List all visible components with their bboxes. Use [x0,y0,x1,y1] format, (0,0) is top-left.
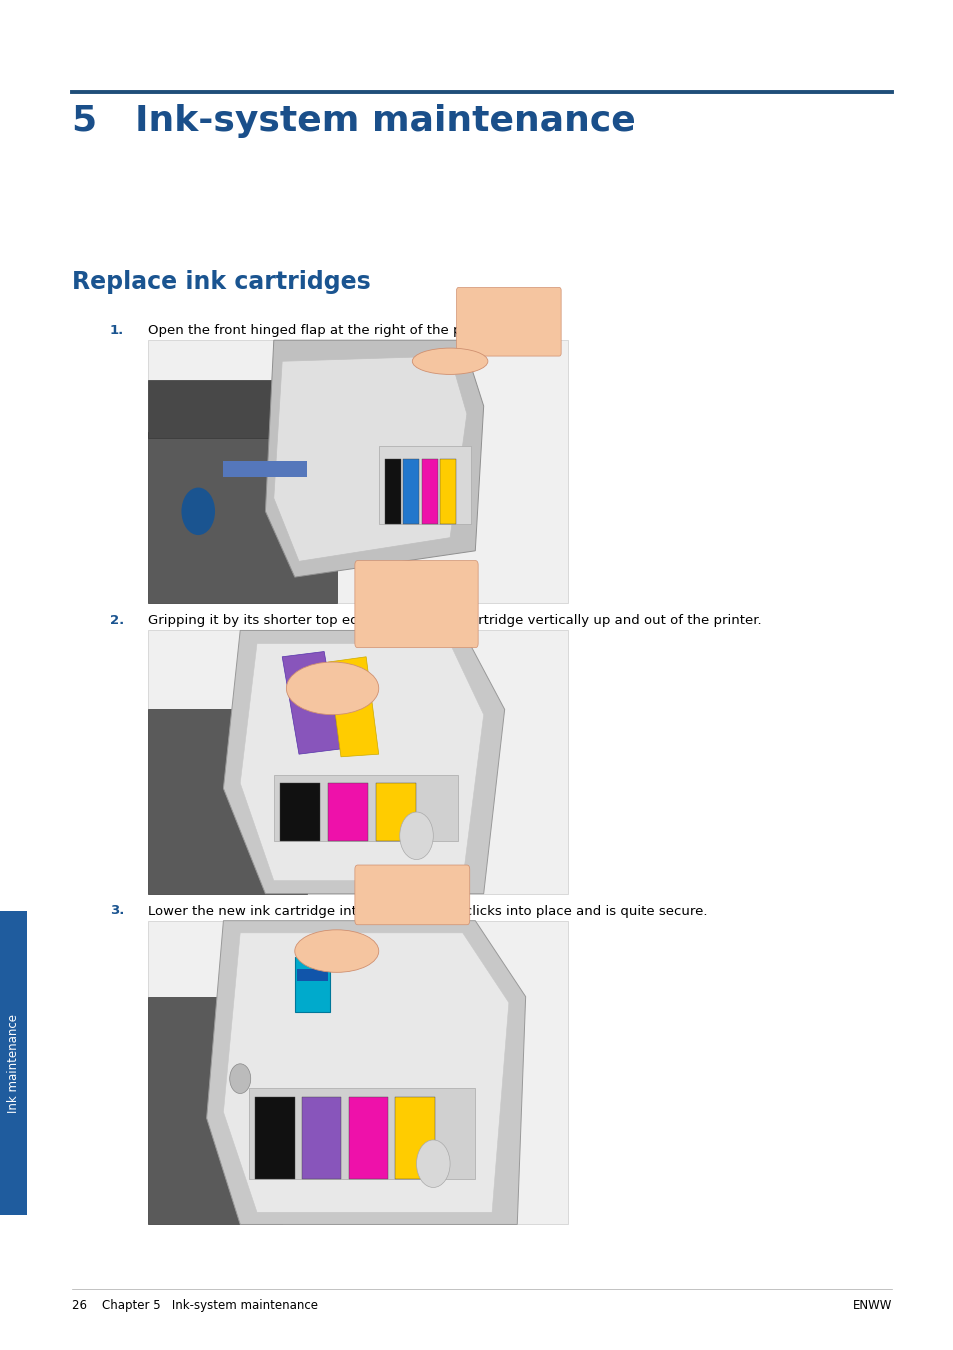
Circle shape [416,1139,450,1188]
Bar [376,783,416,841]
FancyBboxPatch shape [148,996,282,1224]
Polygon shape [223,933,508,1212]
Bar [328,783,368,841]
Text: Replace ink cartridges: Replace ink cartridges [71,270,370,294]
Bar [148,630,567,894]
Bar [249,1088,475,1179]
Ellipse shape [286,662,378,714]
FancyBboxPatch shape [355,560,477,648]
FancyBboxPatch shape [148,710,307,894]
Bar [296,969,328,981]
FancyBboxPatch shape [148,432,336,603]
Text: Lower the new ink cartridge into its slot until it clicks into place and is quit: Lower the new ink cartridge into its slo… [148,904,706,918]
Bar [378,446,471,524]
Text: 3.: 3. [110,904,124,918]
Circle shape [399,811,433,860]
Bar [385,459,400,524]
FancyBboxPatch shape [355,865,469,925]
Bar [301,1096,341,1179]
FancyBboxPatch shape [456,288,560,356]
Text: ENWW: ENWW [852,1299,891,1312]
Bar [254,1096,294,1179]
FancyBboxPatch shape [148,379,349,437]
Bar [274,775,458,841]
Bar [421,459,437,524]
Bar [348,1096,388,1179]
Text: 5   Ink-system maintenance: 5 Ink-system maintenance [71,104,635,138]
Polygon shape [207,921,525,1224]
Text: 26    Chapter 5   Ink-system maintenance: 26 Chapter 5 Ink-system maintenance [71,1299,317,1312]
Bar [148,921,567,1224]
Bar [280,783,320,841]
Bar [403,459,419,524]
Bar [148,340,567,603]
Text: 2.: 2. [110,614,124,628]
Bar [294,957,330,1012]
Polygon shape [223,630,504,894]
Polygon shape [240,644,483,880]
Text: Ink maintenance: Ink maintenance [7,1014,20,1112]
Text: Gripping it by its shorter top edges, lift the ink cartridge vertically up and o: Gripping it by its shorter top edges, li… [148,614,760,628]
Text: 1.: 1. [110,324,124,338]
Bar [0,911,27,1215]
Text: Open the front hinged flap at the right of the printer.: Open the front hinged flap at the right … [148,324,500,338]
Ellipse shape [412,348,487,374]
Ellipse shape [294,930,378,972]
Polygon shape [328,657,378,757]
Bar [223,462,307,477]
Bar [440,459,456,524]
Polygon shape [282,652,340,755]
Polygon shape [274,356,466,562]
Circle shape [181,487,214,535]
Polygon shape [265,340,483,578]
Circle shape [230,1064,251,1094]
Bar [395,1096,435,1179]
